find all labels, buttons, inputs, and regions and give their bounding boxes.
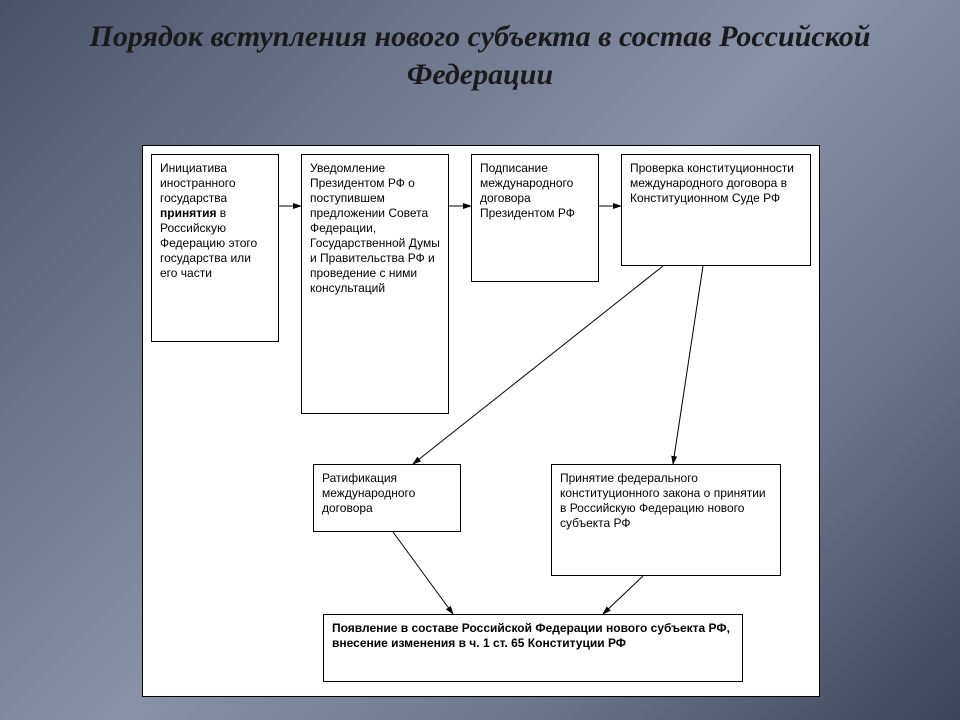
flowchart-node: Инициатива иностранного государства прин… [151, 154, 279, 342]
flowchart-edge [673, 266, 703, 464]
flowchart-edge [413, 266, 663, 464]
flowchart-node: Уведомление Президентом РФ о поступившем… [301, 154, 449, 414]
flowchart-edge [393, 532, 453, 614]
flowchart-node: Проверка конституционности международног… [621, 154, 811, 266]
flowchart-edge [603, 576, 643, 614]
flowchart-node: Ратификация международного договора [313, 464, 461, 532]
flowchart-container: Инициатива иностранного государства прин… [142, 145, 820, 697]
flowchart-node: Появление в составе Российской Федерации… [323, 614, 743, 682]
page-title: Порядок вступления нового субъекта в сос… [0, 0, 960, 101]
flowchart-node: Принятие федерального конституционного з… [551, 464, 781, 576]
flowchart-node: Подписание международного договора Прези… [471, 154, 599, 282]
